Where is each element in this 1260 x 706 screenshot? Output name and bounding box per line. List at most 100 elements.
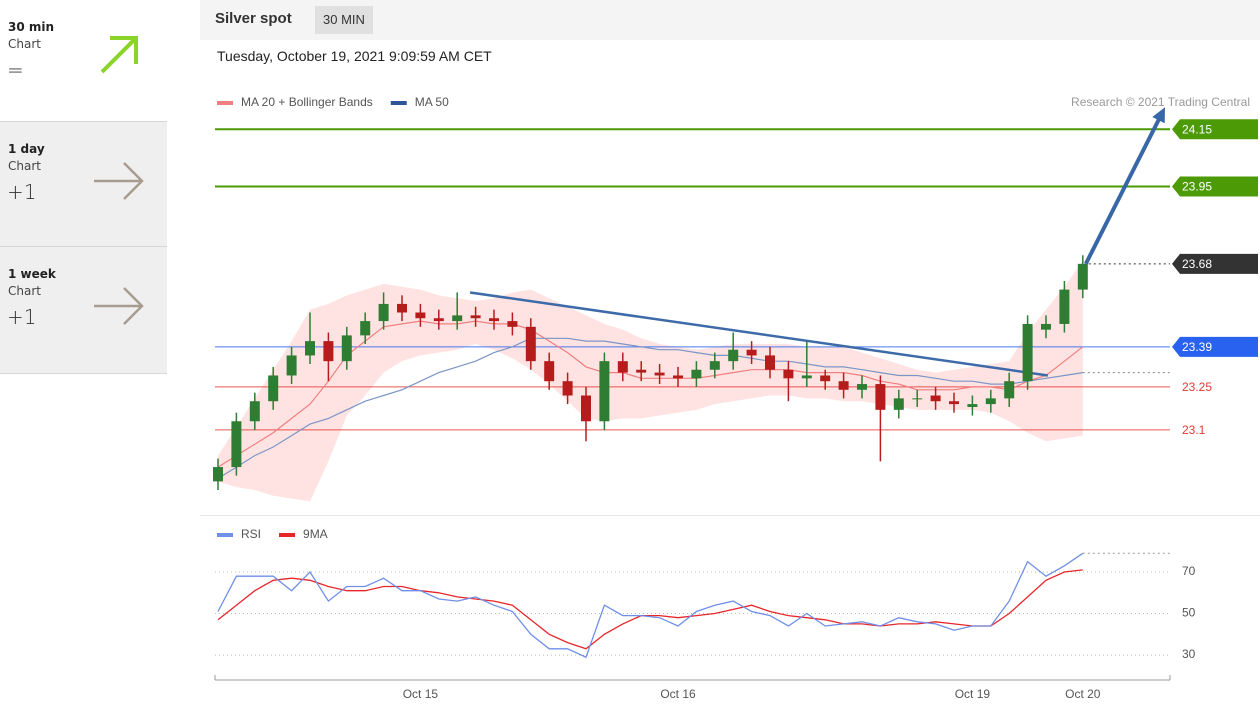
candle-body [636, 369, 647, 373]
candle-body [801, 375, 812, 379]
candle-body [857, 384, 867, 390]
candle-body [360, 321, 371, 336]
candle-body [525, 326, 536, 362]
label: Chart [8, 159, 41, 173]
y-tick-label: 50 [1182, 606, 1196, 620]
candle-body [544, 361, 555, 382]
candle-body [231, 421, 242, 468]
candle-body [875, 384, 886, 410]
candle-body [746, 349, 757, 356]
candle-body [452, 315, 463, 322]
candle-body [820, 375, 831, 382]
candle-body [673, 375, 683, 379]
candle-body [691, 369, 702, 379]
label: Chart [8, 284, 41, 298]
trendline [469, 291, 1049, 377]
legend-label: MA 20 + Bollinger Bands [241, 95, 373, 109]
y-tick-label: 70 [1182, 564, 1196, 578]
sidebar-item[interactable]: 1 week Chart +1 [0, 247, 167, 374]
level-badge [1172, 253, 1258, 274]
x-tick-label: Oct 20 [1065, 687, 1101, 701]
candle-body [489, 318, 499, 322]
candle-body [378, 303, 389, 322]
level-label: 23.68 [1182, 257, 1212, 271]
signal: +1 [7, 180, 37, 204]
candle-body [617, 361, 628, 373]
candle-body [967, 404, 978, 407]
level-label: 23.95 [1182, 180, 1212, 194]
y-tick-label: 30 [1182, 647, 1196, 661]
candle-body [1041, 323, 1051, 330]
candle-body [268, 375, 279, 402]
candle-body [507, 321, 518, 327]
candle-body [893, 398, 904, 410]
legend-label: RSI [241, 527, 261, 541]
level-badge [1172, 336, 1258, 357]
candle-body [654, 372, 665, 376]
candle-body [305, 341, 315, 356]
source-note: Research © 2021 Trading Central [1071, 95, 1250, 109]
level-badge [1172, 176, 1258, 197]
legend-label: MA 50 [415, 95, 449, 109]
trend-icon [94, 162, 144, 200]
level-label: 23.25 [1182, 380, 1212, 394]
candle-body [213, 467, 223, 482]
line-series [217, 569, 1083, 650]
bollinger-band [218, 260, 1083, 502]
candle-body [249, 401, 260, 422]
moving-average [217, 320, 1084, 468]
level-label: 24.15 [1182, 122, 1212, 136]
header: Silver spot 30 MIN [200, 0, 1260, 40]
moving-average [217, 337, 1083, 480]
legend-label: 9MA [303, 527, 328, 541]
line-series [217, 552, 1084, 659]
legend-swatch [217, 101, 233, 105]
candle-body [728, 349, 739, 362]
interval-badge[interactable]: 30 MIN [315, 6, 373, 34]
level-label: 23.39 [1182, 340, 1212, 354]
candle-body [765, 355, 775, 370]
legend-swatch [217, 533, 233, 537]
period: 1 week [8, 267, 56, 281]
candle-body [323, 341, 334, 362]
level-label: 23.1 [1182, 423, 1206, 437]
candle-body [599, 361, 610, 422]
x-tick-label: Oct 19 [955, 687, 991, 701]
x-tick-label: Oct 16 [660, 687, 696, 701]
panel-divider [200, 515, 1260, 516]
candle-body [838, 381, 849, 390]
candle-body [1022, 323, 1033, 382]
legend-swatch [390, 101, 407, 105]
candle-body [415, 312, 426, 319]
candle-body [912, 398, 923, 400]
level-badge [1172, 119, 1258, 140]
trend-icon [94, 287, 144, 325]
candle-body [286, 355, 297, 376]
legend-swatch [279, 533, 296, 537]
period: 1 day [8, 142, 45, 156]
candle-body [930, 395, 941, 402]
target-arrowhead [1152, 107, 1165, 124]
candle-body [470, 315, 481, 319]
target-arrow [1084, 115, 1163, 265]
timestamp: Tuesday, October 19, 2021 9:09:59 AM CET [217, 48, 492, 64]
candle-body [1059, 289, 1070, 324]
trend-icon [100, 36, 138, 74]
candle-body [985, 398, 996, 405]
candle-body [562, 381, 573, 396]
candle-body [397, 303, 407, 313]
label: Chart [8, 37, 41, 51]
candle-body [949, 401, 959, 405]
title: Silver spot [215, 10, 292, 27]
sidebar-item[interactable]: 1 day Chart +1 [0, 122, 167, 247]
candle-body [433, 318, 444, 322]
candle-body [581, 395, 591, 422]
candle-body [1004, 381, 1015, 399]
sidebar-item[interactable]: 30 min Chart = [0, 0, 167, 122]
signal: +1 [7, 305, 37, 329]
candle-body [1077, 263, 1088, 290]
period: 30 min [8, 20, 55, 34]
candle-body [783, 369, 794, 379]
